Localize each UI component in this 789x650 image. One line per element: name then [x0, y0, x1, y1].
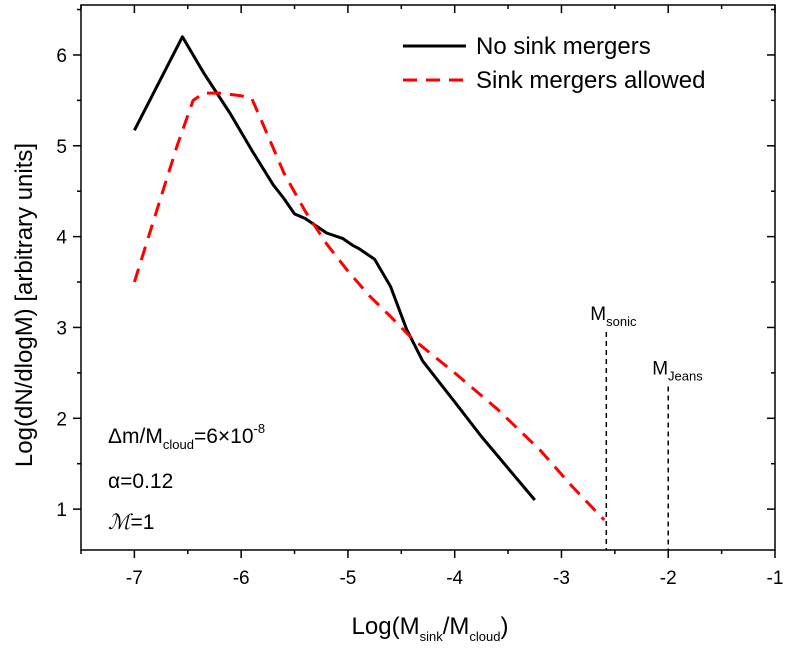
x-axis-title: Log(Msink/Mcloud)	[352, 613, 509, 644]
marker-label-jeans: MJeans	[652, 359, 703, 384]
x-tick-label: -3	[553, 568, 570, 589]
y-tick-label: 4	[56, 228, 67, 249]
marker-label-sub: sonic	[606, 314, 637, 329]
y-axis-title: Log(dN/dlogM) [arbitrary units]	[11, 143, 38, 467]
series-line-mergers	[132, 91, 606, 522]
y-tick-label: 2	[56, 409, 67, 430]
series-layer	[132, 35, 606, 522]
y-tick-label: 6	[56, 46, 67, 67]
annotation-mach-value: =1	[130, 511, 154, 534]
marker-label-main: M	[652, 359, 668, 380]
axes	[80, 4, 776, 551]
x-tick-label: -4	[446, 568, 463, 589]
ticks: -7 -6 -5 -4 -3 -2 -1 1 2 3 4 5 6	[56, 5, 783, 589]
y-tick-label: 5	[56, 137, 67, 158]
x-tick-label: -5	[339, 568, 356, 589]
legend-label-mergers: Sink mergers allowed	[476, 67, 705, 94]
annotation-dm-sub: cloud	[163, 437, 194, 452]
x-axis-title-sub1: sink	[420, 629, 444, 644]
x-tick-label: -6	[233, 568, 250, 589]
annotation-mach: ℳ=1	[108, 510, 154, 534]
annotations: Δm/Mcloud=6×10-8 α=0.12 ℳ=1	[108, 421, 265, 534]
x-tick-label: -1	[767, 568, 784, 589]
marker-label-sonic: Msonic	[590, 304, 637, 329]
annotation-dm-eq: =6×10	[194, 425, 254, 448]
x-axis-title-end: )	[500, 613, 508, 640]
x-axis-title-main: Log(M	[352, 613, 420, 640]
y-tick-label: 3	[56, 318, 67, 339]
legend: No sink mergers Sink mergers allowed	[403, 33, 705, 94]
annotation-mach-symbol: ℳ	[108, 510, 134, 534]
series-line-no-mergers	[133, 35, 536, 501]
x-axis-title-mid: /M	[443, 613, 470, 640]
plot-frame	[80, 4, 776, 551]
x-axis-title-sub2: cloud	[469, 629, 500, 644]
annotation-dm-sup: -8	[254, 421, 266, 436]
annotation-dm-main: Δm/M	[108, 425, 163, 448]
annotation-alpha: α=0.12	[108, 470, 173, 493]
legend-label-no-mergers: No sink mergers	[476, 33, 651, 60]
x-tick-label: -7	[126, 568, 143, 589]
marker-label-main: M	[590, 304, 606, 325]
x-tick-label: -2	[660, 568, 677, 589]
y-tick-label: 1	[56, 500, 67, 521]
annotation-dm: Δm/Mcloud=6×10-8	[108, 421, 265, 452]
marker-label-sub: Jeans	[668, 369, 703, 384]
